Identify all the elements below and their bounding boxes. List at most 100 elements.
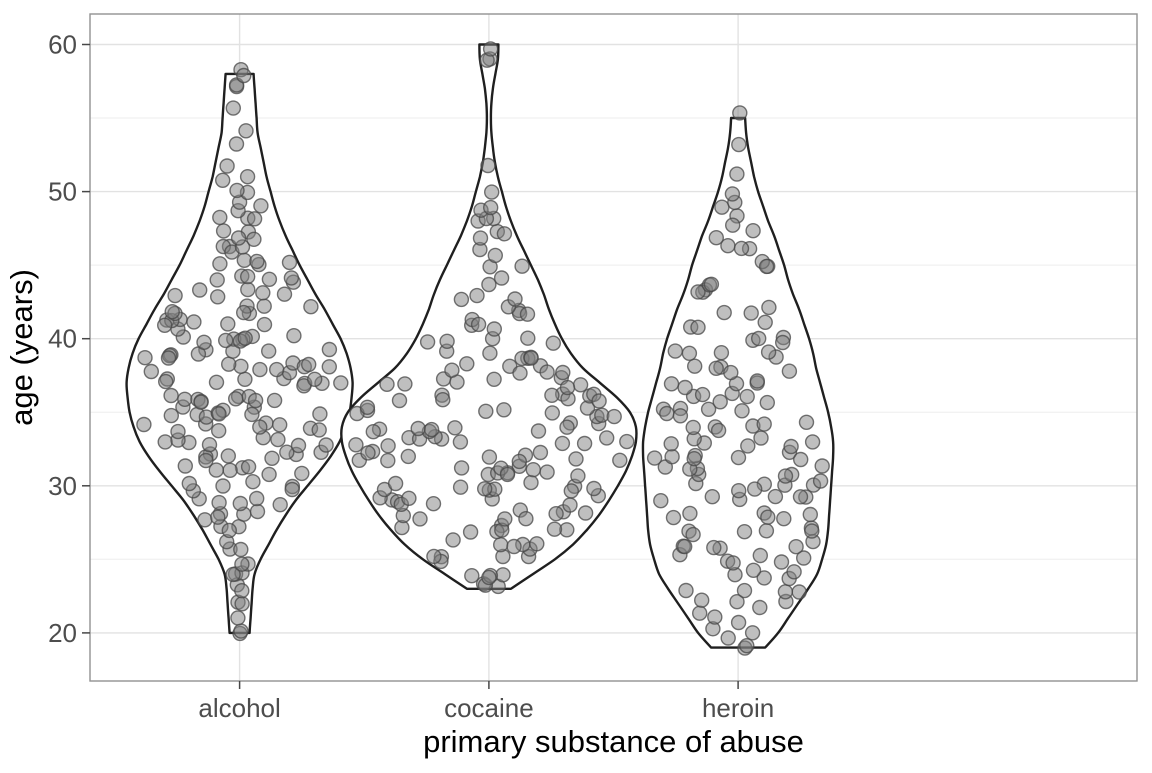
data-point xyxy=(245,474,261,490)
data-point xyxy=(687,358,703,374)
data-point xyxy=(708,229,724,246)
x-tick-label: heroin xyxy=(702,693,774,723)
data-point xyxy=(256,298,272,314)
data-point xyxy=(284,481,300,498)
data-point xyxy=(164,304,180,320)
data-point xyxy=(380,452,396,469)
data-point xyxy=(775,334,791,351)
data-point xyxy=(686,451,702,467)
data-point xyxy=(177,458,194,474)
data-point xyxy=(749,373,765,389)
data-point xyxy=(163,387,179,404)
data-point xyxy=(225,100,242,116)
data-point xyxy=(318,437,334,453)
data-point xyxy=(244,406,260,423)
data-point xyxy=(681,345,698,361)
data-point xyxy=(793,451,809,468)
data-point xyxy=(496,226,513,242)
data-point xyxy=(518,511,534,527)
data-point xyxy=(554,435,571,452)
data-point xyxy=(348,437,364,453)
data-point xyxy=(539,464,555,480)
data-point xyxy=(181,475,198,492)
data-point xyxy=(177,391,193,407)
data-point xyxy=(563,483,579,499)
data-point xyxy=(672,408,689,424)
data-point xyxy=(710,422,727,439)
data-point xyxy=(256,316,273,333)
data-point xyxy=(160,350,177,366)
data-point xyxy=(664,449,680,465)
data-point xyxy=(212,256,228,272)
data-point xyxy=(444,362,460,378)
data-point xyxy=(733,240,750,257)
data-point xyxy=(136,416,152,433)
data-point xyxy=(612,452,628,468)
data-point xyxy=(239,168,256,185)
data-point xyxy=(397,376,413,392)
data-point xyxy=(523,474,539,491)
data-point xyxy=(555,364,571,381)
data-point xyxy=(788,539,804,555)
data-point xyxy=(757,314,773,330)
data-point xyxy=(756,570,772,586)
data-point xyxy=(469,287,485,304)
data-point xyxy=(562,497,578,513)
data-point xyxy=(804,434,821,450)
data-point xyxy=(255,285,271,301)
data-point xyxy=(196,334,212,350)
data-point xyxy=(777,468,794,484)
data-point xyxy=(798,414,815,430)
data-point xyxy=(659,405,675,422)
data-point xyxy=(740,438,756,454)
data-point xyxy=(559,419,575,435)
data-point xyxy=(493,537,509,553)
data-point xyxy=(387,475,404,492)
data-point xyxy=(143,363,160,380)
data-point xyxy=(773,554,790,570)
y-tick-label: 40 xyxy=(48,324,77,354)
data-point xyxy=(211,494,227,511)
data-point xyxy=(758,258,775,275)
data-point xyxy=(464,568,480,584)
data-point xyxy=(685,419,701,436)
data-point xyxy=(544,387,560,403)
data-point xyxy=(186,314,202,330)
data-point xyxy=(791,584,807,600)
data-point xyxy=(677,379,693,396)
data-point xyxy=(238,123,254,139)
data-point xyxy=(237,371,253,387)
data-point xyxy=(321,359,337,375)
data-point xyxy=(548,506,564,522)
data-point xyxy=(157,434,173,450)
data-point xyxy=(732,105,748,121)
data-point xyxy=(198,452,214,469)
data-point xyxy=(294,465,310,482)
data-point xyxy=(261,271,278,287)
x-tick-label: alcohol xyxy=(198,693,280,723)
data-point xyxy=(646,450,663,466)
data-point xyxy=(745,562,762,578)
data-point xyxy=(761,299,777,316)
data-point xyxy=(586,480,602,497)
data-point xyxy=(419,334,436,350)
data-point xyxy=(577,505,594,521)
data-point xyxy=(667,343,683,359)
data-point xyxy=(786,564,802,580)
axis-tick-marks xyxy=(82,43,739,689)
data-point xyxy=(713,345,730,361)
data-point xyxy=(482,345,498,361)
data-point xyxy=(236,67,252,84)
data-point xyxy=(252,419,268,435)
data-point xyxy=(279,444,295,460)
data-point xyxy=(249,503,266,520)
data-point xyxy=(208,374,225,390)
data-point xyxy=(606,408,622,425)
data-point xyxy=(283,270,300,286)
data-point xyxy=(478,403,494,419)
data-point xyxy=(723,364,739,381)
data-point xyxy=(234,583,250,599)
data-point xyxy=(261,466,277,483)
data-point xyxy=(228,136,245,152)
